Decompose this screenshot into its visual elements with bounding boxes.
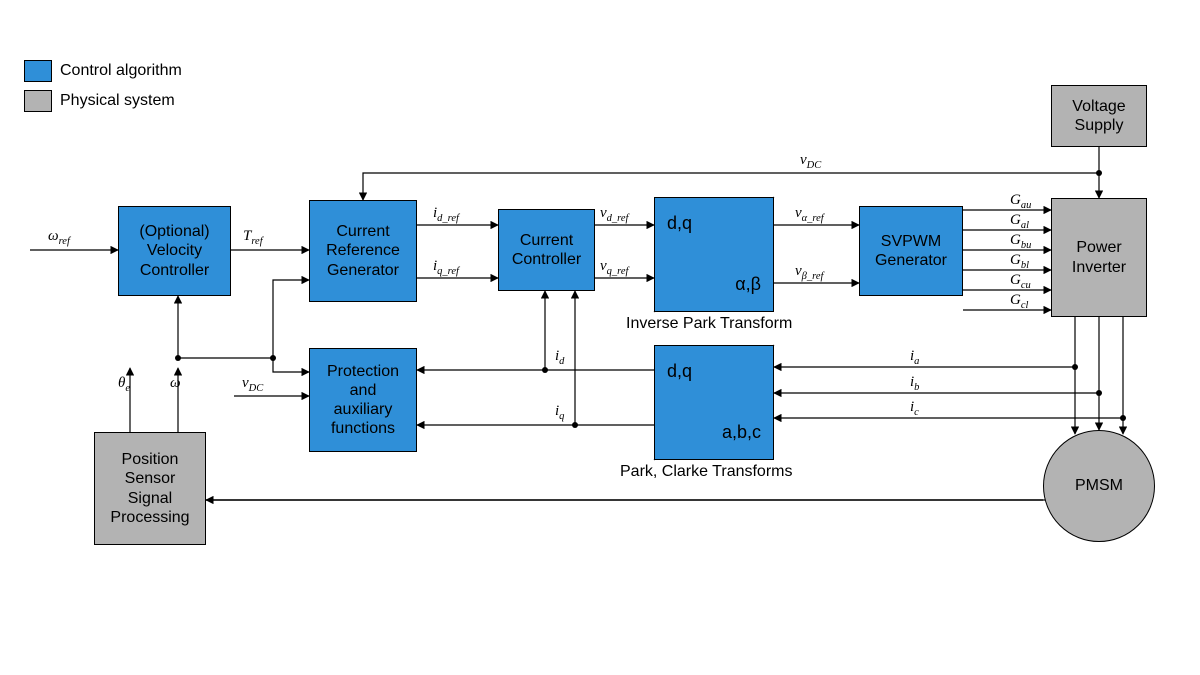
split-tl: d,q [667,361,692,383]
block-text: Voltage Supply [1072,97,1125,135]
split-tl: d,q [667,213,692,235]
caption-park-clarke: Park, Clarke Transforms [620,463,792,481]
split-br: α,β [735,274,761,296]
label-t-ref: Tref [243,228,263,247]
split-br: a,b,c [722,422,761,444]
block-text: Protection and auxiliary functions [327,362,399,439]
label-iq-ref: iq_ref [433,258,459,277]
label-vb-ref: vβ_ref [795,263,823,282]
label-gbu: Gbu [1010,232,1031,251]
label-ia: ia [910,348,919,367]
label-gcu: Gcu [1010,272,1031,291]
block-velocity-controller: (Optional) Velocity Controller [118,206,231,296]
block-current-controller: Current Controller [498,209,595,291]
block-voltage-supply: Voltage Supply [1051,85,1147,147]
label-vd-ref: vd_ref [600,205,628,224]
block-power-inverter: Power Inverter [1051,198,1147,317]
block-text: PMSM [1075,476,1123,495]
label-va-ref: vα_ref [795,205,824,224]
label-id: id [555,348,564,367]
label-omega-ref: ωref [48,228,70,247]
label-gau: Gau [1010,192,1031,211]
label-vdc-to-prot: vDC [242,375,263,394]
label-vdc-top: vDC [800,152,821,171]
label-vq-ref: vq_ref [600,258,628,277]
label-gcl: Gcl [1010,292,1028,311]
block-current-reference-generator: Current Reference Generator [309,200,417,302]
block-text: SVPWM Generator [875,232,947,270]
label-id-ref: id_ref [433,205,459,224]
block-protection-auxiliary: Protection and auxiliary functions [309,348,417,452]
label-omega: ω [170,375,181,392]
arrows-layer [0,0,1200,675]
block-text: Position Sensor Signal Processing [110,450,189,527]
block-text: Power Inverter [1072,238,1126,276]
block-text: Current Reference Generator [326,222,400,280]
block-pmsm: PMSM [1043,430,1155,542]
block-park-clarke-transforms: d,q a,b,c [654,345,774,460]
label-ib: ib [910,374,919,393]
diagram-canvas: Control algorithm Physical system [0,0,1200,675]
caption-inverse-park: Inverse Park Transform [626,315,792,333]
block-text: Current Controller [512,231,581,269]
label-iq: iq [555,403,564,422]
label-gal: Gal [1010,212,1029,231]
block-text: (Optional) Velocity Controller [139,222,209,280]
block-svpwm-generator: SVPWM Generator [859,206,963,296]
block-position-sensor-signal-processing: Position Sensor Signal Processing [94,432,206,545]
label-theta-e: θe [118,375,130,394]
block-inverse-park-transform: d,q α,β [654,197,774,312]
label-ic: ic [910,399,919,418]
label-gbl: Gbl [1010,252,1029,271]
